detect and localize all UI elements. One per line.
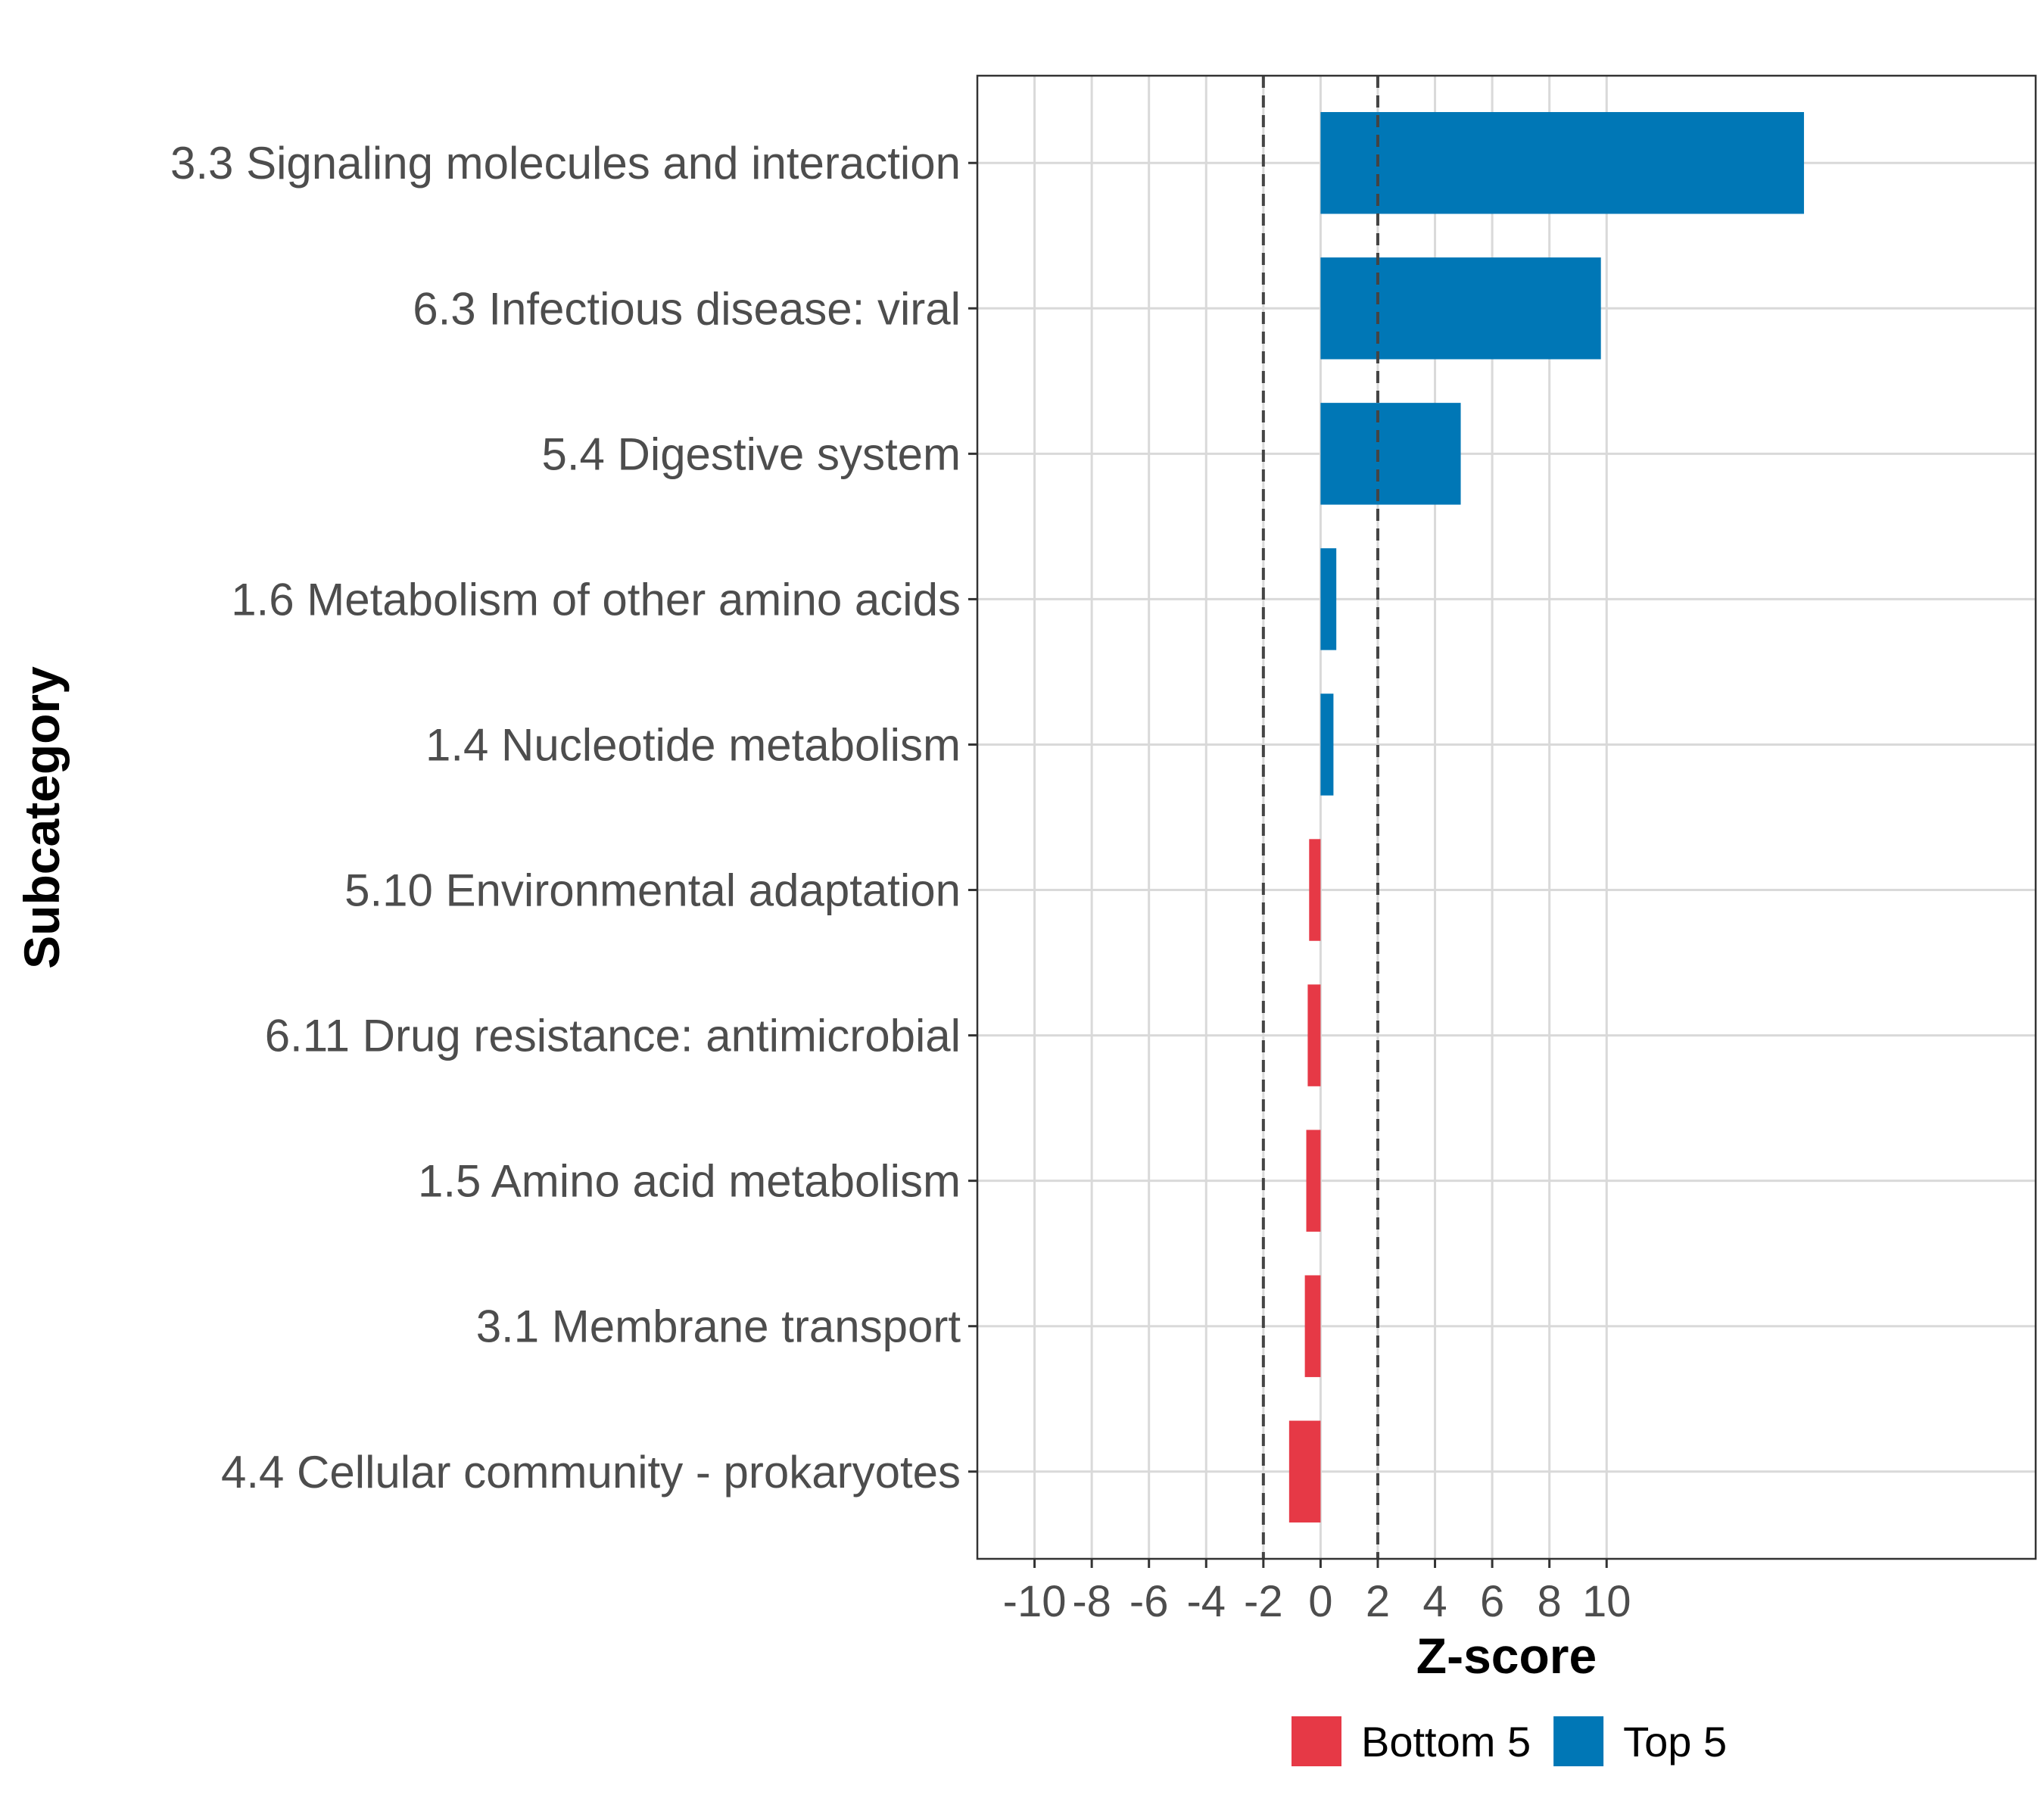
y-tick-label: 5.10 Environmental adaptation [344,865,961,916]
threshold-lines [1261,76,1379,1559]
y-tick-label: 1.6 Metabolism of other amino acids [231,574,961,625]
x-axis-ticks [1033,1559,1608,1568]
bar [1320,257,1601,360]
y-axis-ticks [968,161,977,1473]
x-tick-label: 4 [1422,1577,1447,1626]
x-tick-label: -10 [1003,1577,1067,1626]
x-axis-title: Z-score [1416,1628,1597,1684]
grid-lines [977,76,2036,1559]
y-tick-label: 6.11 Drug resistance: antimicrobial [265,1011,961,1061]
y-tick-label: 5.4 Digestive system [541,429,961,479]
x-tick-label: -6 [1129,1577,1169,1626]
bar [1320,693,1334,796]
bar [1309,839,1321,941]
y-tick-label: 3.1 Membrane transport [476,1301,961,1352]
bars [1288,112,1804,1522]
x-tick-label: -2 [1244,1577,1283,1626]
x-tick-label: -8 [1072,1577,1111,1626]
bar [1320,403,1461,505]
y-axis-title: Subcategory [14,666,70,969]
bar [1307,984,1321,1086]
y-tick-label: 4.4 Cellular community - prokaryotes [221,1447,961,1498]
legend-swatch [1553,1716,1604,1766]
x-tick-label: 0 [1308,1577,1332,1626]
legend-swatch [1292,1716,1341,1766]
bar [1304,1275,1321,1377]
legend: Bottom 5 Top 5 [1292,1716,1727,1766]
x-tick-label: 2 [1366,1577,1390,1626]
y-tick-label: 1.4 Nucleotide metabolism [425,719,961,770]
bar [1306,1130,1321,1232]
bar [1288,1420,1321,1522]
y-tick-label: 1.5 Amino acid metabolism [418,1156,961,1207]
bar [1320,548,1337,650]
x-axis-tick-labels: -10 -8 -6 -4 -2 0 2 4 6 8 10 [1003,1577,1631,1626]
x-tick-label: 8 [1538,1577,1562,1626]
y-axis-tick-labels: 3.3 Signaling molecules and interaction 6… [170,138,961,1498]
x-tick-label: 6 [1480,1577,1504,1626]
bar [1320,112,1804,214]
plot-panel-border [976,74,2037,1560]
legend-label: Bottom 5 [1361,1718,1531,1766]
x-tick-label: 10 [1582,1577,1631,1626]
x-tick-label: -4 [1186,1577,1226,1626]
legend-label: Top 5 [1623,1718,1727,1766]
y-tick-label: 3.3 Signaling molecules and interaction [170,138,961,189]
y-tick-label: 6.3 Infectious disease: viral [413,283,961,334]
